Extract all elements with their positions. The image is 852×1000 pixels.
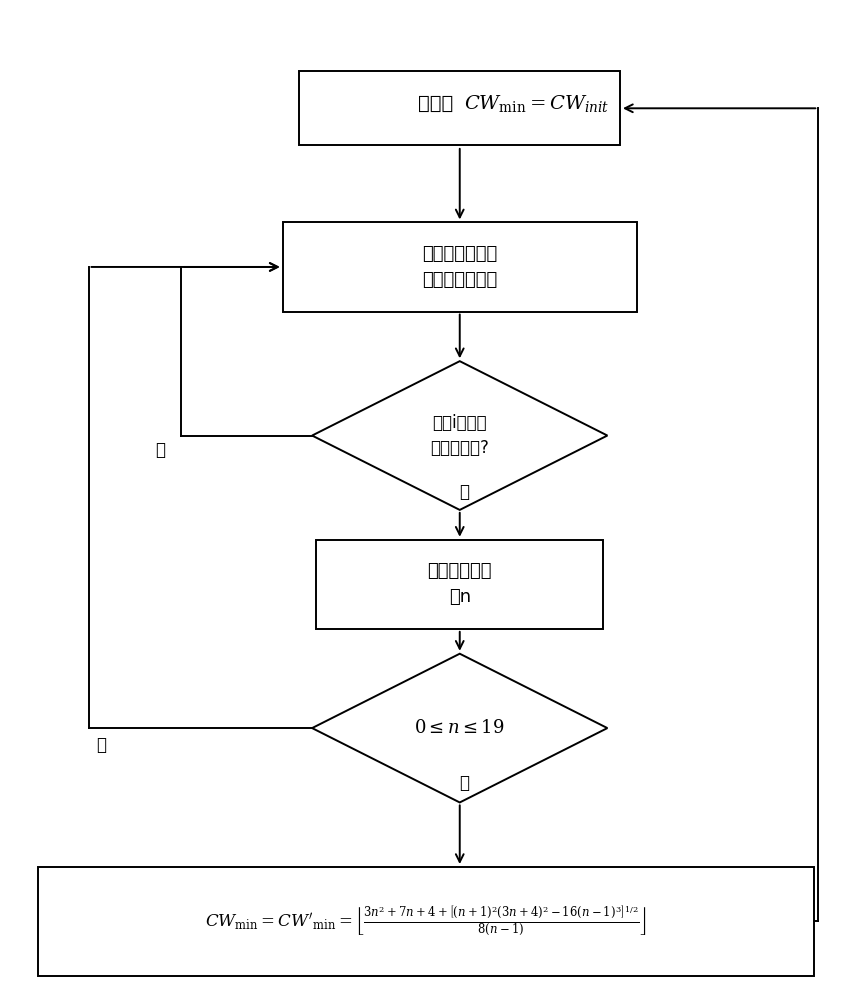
Text: 确定退避时间并
维护邻居节点表: 确定退避时间并 维护邻居节点表 xyxy=(422,245,498,289)
Text: 否: 否 xyxy=(155,441,165,459)
Text: $CW_{\min}=CW_{init}$: $CW_{\min}=CW_{init}$ xyxy=(464,93,609,114)
Polygon shape xyxy=(312,361,607,510)
Text: 是: 是 xyxy=(96,736,106,754)
FancyBboxPatch shape xyxy=(37,867,815,976)
Text: 估算邻居节点
数n: 估算邻居节点 数n xyxy=(428,562,492,606)
Polygon shape xyxy=(312,654,607,802)
Text: $0 \leq n \leq 19$: $0 \leq n \leq 19$ xyxy=(414,719,505,737)
Text: 是: 是 xyxy=(459,483,469,501)
FancyBboxPatch shape xyxy=(283,222,637,312)
Text: 是第i次观测
期的结尾吗?: 是第i次观测 期的结尾吗? xyxy=(430,414,489,457)
Text: $CW_{\min}=CW'_{\min}=\left\lfloor\frac{3n^2+7n+4+\left[(n+1)^2(3n+4)^2-16(n-1)^: $CW_{\min}=CW'_{\min}=\left\lfloor\frac{… xyxy=(205,905,647,938)
FancyBboxPatch shape xyxy=(316,540,603,629)
Text: 否: 否 xyxy=(459,774,469,792)
FancyBboxPatch shape xyxy=(299,71,620,145)
Text: 初始化: 初始化 xyxy=(418,94,460,113)
